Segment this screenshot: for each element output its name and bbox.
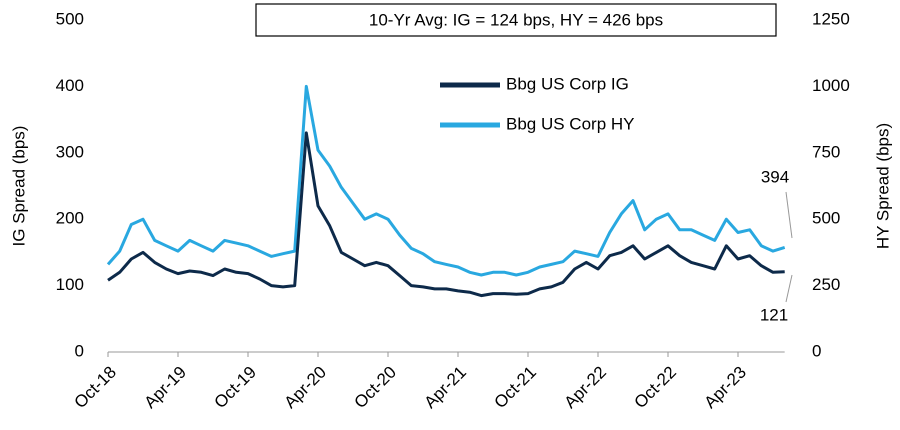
x-tick-label: Apr-22	[560, 363, 610, 413]
x-tick-label: Oct-19	[210, 363, 260, 413]
y-tick-label: 200	[56, 209, 84, 228]
annotation: 121	[760, 305, 788, 324]
annotation: 10-Yr Avg: IG = 124 bps, HY = 426 bps	[369, 10, 663, 29]
y-tick-label: 100	[56, 275, 84, 294]
y-tick-label: 300	[56, 142, 84, 161]
legend-label: Bbg US Corp HY	[506, 114, 635, 133]
x-tick-label: Apr-20	[280, 363, 330, 413]
y-axis-title: IG Spread (bps)	[9, 126, 28, 247]
data-line	[107, 131, 785, 298]
y2-tick-label: 500	[812, 209, 840, 228]
annotation: 394	[761, 167, 789, 186]
data-line	[106, 84, 786, 277]
x-tick-label: Apr-21	[420, 363, 470, 413]
y-tick-label: 500	[56, 9, 84, 28]
y2-tick-label: 0	[812, 341, 821, 360]
x-tick-label: Oct-21	[490, 363, 540, 413]
leader-line	[785, 191, 793, 239]
x-tick-label: Apr-23	[700, 363, 750, 413]
y2-tick-label: 750	[812, 142, 840, 161]
y2-tick-label: 250	[812, 275, 840, 294]
y2-axis-title: HY Spread (bps)	[873, 123, 892, 249]
y2-tick-label: 1250	[812, 9, 850, 28]
annotation-box	[255, 3, 777, 37]
y-tick-label: 400	[56, 76, 84, 95]
legend-label: Bbg US Corp IG	[506, 74, 629, 93]
x-tick-label: Oct-18	[70, 363, 120, 413]
x-tick-label: Oct-20	[350, 363, 400, 413]
x-tick-label: Oct-22	[630, 363, 680, 413]
leader-line	[785, 274, 793, 303]
x-tick-label: Apr-19	[140, 363, 190, 413]
y2-tick-label: 1000	[812, 76, 850, 95]
y-tick-label: 0	[75, 341, 84, 360]
